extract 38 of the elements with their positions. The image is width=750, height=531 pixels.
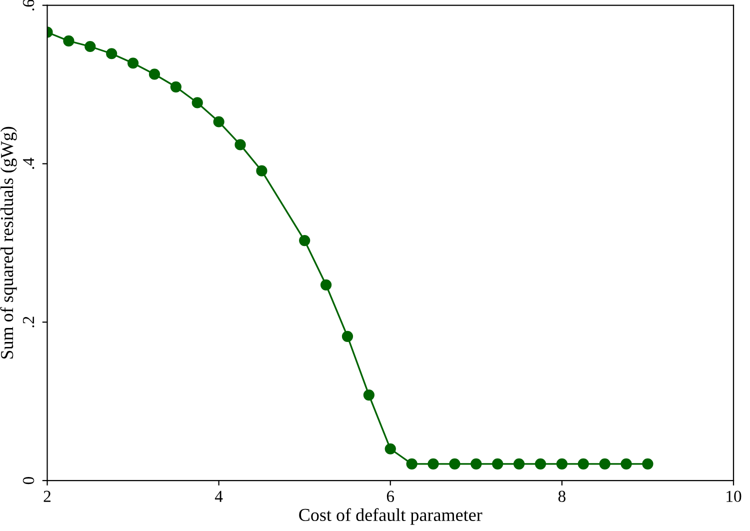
point [320,279,332,290]
point [406,458,418,470]
point [170,81,182,92]
x-axis-title: Cost of default parameter [299,508,482,525]
point [127,58,139,69]
point [384,443,396,454]
point [63,35,74,47]
y-tick-label: .4 [23,158,34,169]
point [342,330,354,342]
point [256,165,268,176]
y-tick-label: .6 [22,0,34,10]
x-tick-label: 10 [726,490,742,502]
point [363,389,374,401]
point [599,458,610,470]
point [556,458,568,470]
point [578,458,589,470]
x-tick-label: 4 [214,490,223,502]
point [428,458,439,470]
point [449,458,460,470]
y-tick-label: .2 [22,316,34,328]
y-axis-title: Sum of squared residuals (gWg) [0,126,17,359]
point [234,139,246,150]
point [642,458,654,470]
point [534,458,546,470]
point [513,458,525,470]
point [148,68,160,80]
x-tick-label: 2 [44,490,50,502]
point [84,40,96,52]
y-tick-label: 0 [22,477,34,484]
point [192,97,203,108]
x-tick-label: 6 [386,490,394,502]
point [213,116,224,128]
point [106,48,118,60]
point [492,458,504,470]
point [470,458,482,470]
point [620,458,632,470]
point [299,235,310,246]
x-tick-label: 8 [558,490,566,502]
